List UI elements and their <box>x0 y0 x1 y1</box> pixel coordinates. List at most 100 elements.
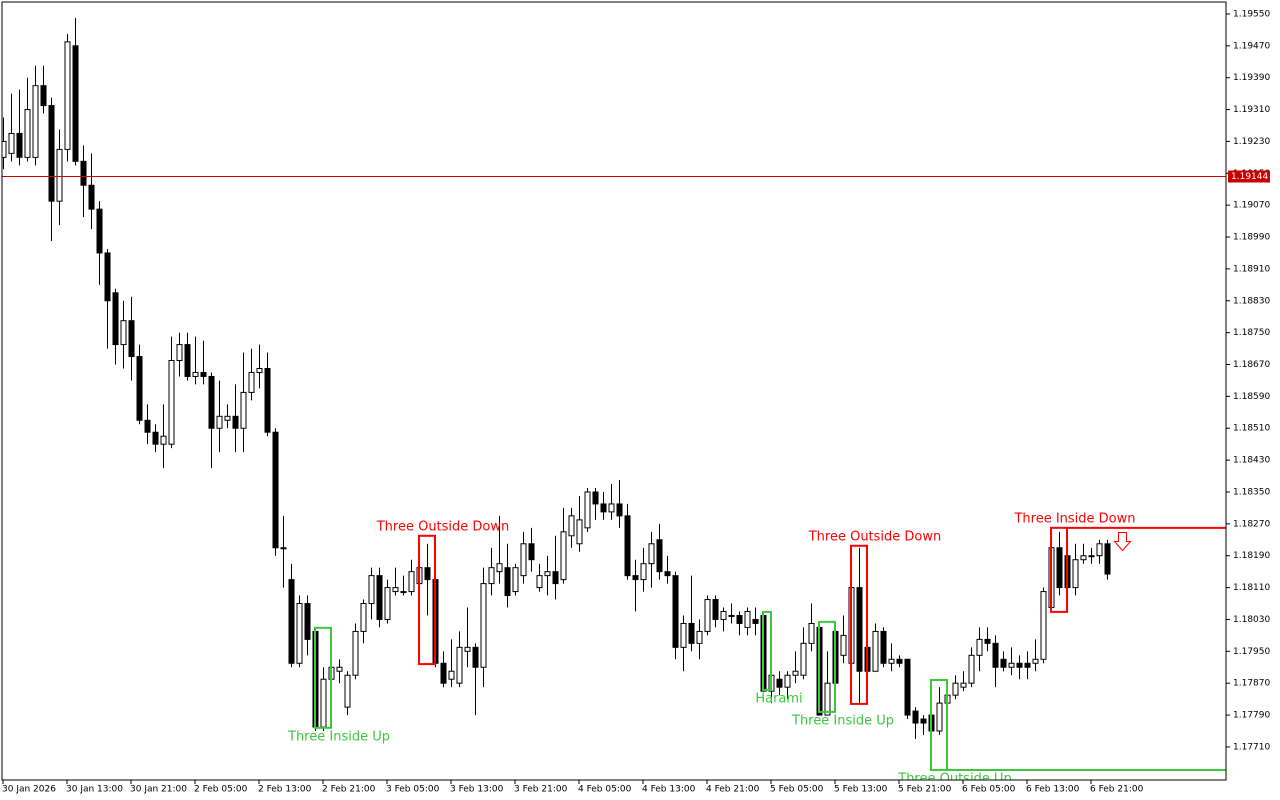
candle-body <box>808 622 815 644</box>
plot-area: Three Inside Up Three Outside Down Harami T… <box>2 17 1226 787</box>
candle-body <box>872 630 879 672</box>
candle-body <box>736 614 743 624</box>
candle-body <box>80 160 87 186</box>
candle-body <box>288 579 295 664</box>
candle-body <box>360 603 367 632</box>
candle-body <box>504 567 511 597</box>
x-tick-label: 30 Jan 13:00 <box>66 785 123 795</box>
candle-body <box>256 367 263 373</box>
candle-body <box>912 710 919 724</box>
candle-body <box>560 531 567 581</box>
x-tick-label: 4 Feb 05:00 <box>578 785 632 795</box>
x-tick-label: 2 Feb 13:00 <box>258 785 312 795</box>
candle-body <box>152 431 159 445</box>
x-tick-label: 6 Feb 13:00 <box>1026 785 1080 795</box>
candle-body <box>656 539 663 573</box>
pattern-box <box>1050 526 1068 613</box>
candle-body <box>240 391 247 429</box>
sell-arrow <box>1113 532 1132 552</box>
y-tick-label: 1.19310 <box>1233 105 1270 115</box>
candle-body <box>896 658 903 664</box>
candle-body <box>1008 662 1015 668</box>
candle-body <box>304 603 311 640</box>
candle-body <box>824 682 831 716</box>
y-tick-label: 1.19390 <box>1233 73 1270 83</box>
pattern-box <box>930 679 948 772</box>
pattern-label: Three Outside Down <box>808 529 942 544</box>
y-tick-label: 1.18830 <box>1233 296 1270 306</box>
y-tick-label: 1.17710 <box>1233 742 1270 752</box>
candle-body <box>112 292 119 346</box>
y-tick-label: 1.17950 <box>1233 647 1270 657</box>
candle-body <box>712 599 719 620</box>
candle-body <box>344 674 351 708</box>
x-tick-label: 30 Jan 2026 <box>2 785 56 795</box>
y-tick-label: 1.17870 <box>1233 679 1270 689</box>
candle-body <box>552 571 559 585</box>
candle-body <box>448 670 455 680</box>
candle-body <box>384 587 391 620</box>
x-tick-label: 3 Feb 05:00 <box>386 785 440 795</box>
pattern-label: Three Inside Up <box>287 729 390 744</box>
candle-body <box>192 371 199 377</box>
candle-body <box>248 371 255 393</box>
y-tick-label: 1.18510 <box>1233 424 1270 434</box>
candle-body <box>840 634 847 656</box>
y-tick-label: 1.17790 <box>1233 711 1270 721</box>
y-tick-label: 1.19230 <box>1233 137 1270 147</box>
candle-body <box>160 435 167 445</box>
candle-body <box>536 575 543 589</box>
candle-body <box>72 45 79 162</box>
candle-body <box>624 515 631 577</box>
candle-body <box>56 148 63 202</box>
candle-body <box>512 567 519 593</box>
candle-body <box>488 567 495 585</box>
candle-body <box>168 360 175 445</box>
x-tick-label: 6 Feb 05:00 <box>962 785 1016 795</box>
candle-body <box>688 622 695 644</box>
candle-body <box>968 654 975 684</box>
candle-body <box>40 85 47 107</box>
candle-body <box>632 575 639 581</box>
x-tick-label: 2 Feb 05:00 <box>194 785 248 795</box>
pattern-box <box>818 620 836 713</box>
candle-body <box>480 583 487 668</box>
candle-body <box>264 367 271 433</box>
pattern-box <box>762 610 772 691</box>
candle-body <box>1096 543 1103 557</box>
candle-body <box>88 184 95 210</box>
candle-body <box>592 491 599 505</box>
candle-body <box>640 563 647 581</box>
y-tick-label: 1.18590 <box>1233 392 1270 402</box>
candle-body <box>904 658 911 716</box>
pattern-box <box>418 534 436 666</box>
candle-body <box>1040 591 1047 660</box>
candle-body <box>176 344 183 362</box>
y-tick-label: 1.18110 <box>1233 583 1270 593</box>
pattern-label: Three Inside Up <box>791 713 894 728</box>
last-price-label: 1.19144 <box>1231 172 1268 182</box>
candle-body <box>680 622 687 648</box>
candle-body <box>936 702 943 732</box>
candle-body <box>208 375 215 429</box>
candle-body <box>1032 658 1039 664</box>
candle-body <box>672 575 679 648</box>
x-tick-label: 5 Feb 13:00 <box>834 785 888 795</box>
candle-body <box>888 658 895 664</box>
x-tick-label: 5 Feb 21:00 <box>898 785 952 795</box>
candle-body <box>392 587 399 593</box>
x-tick-label: 4 Feb 21:00 <box>706 785 760 795</box>
candle-body <box>352 630 359 676</box>
candle-body <box>2 140 7 158</box>
x-tick-label: 3 Feb 13:00 <box>450 785 504 795</box>
candle-body <box>600 503 607 513</box>
candle-body <box>856 587 863 672</box>
candle-body <box>120 320 127 346</box>
pattern-label: Three Outside Up <box>897 772 1011 787</box>
x-tick-label: 4 Feb 13:00 <box>642 785 696 795</box>
candle-body <box>992 642 999 668</box>
x-tick-label: 3 Feb 21:00 <box>514 785 568 795</box>
candle-body <box>776 678 783 688</box>
candle-body <box>1104 543 1111 575</box>
